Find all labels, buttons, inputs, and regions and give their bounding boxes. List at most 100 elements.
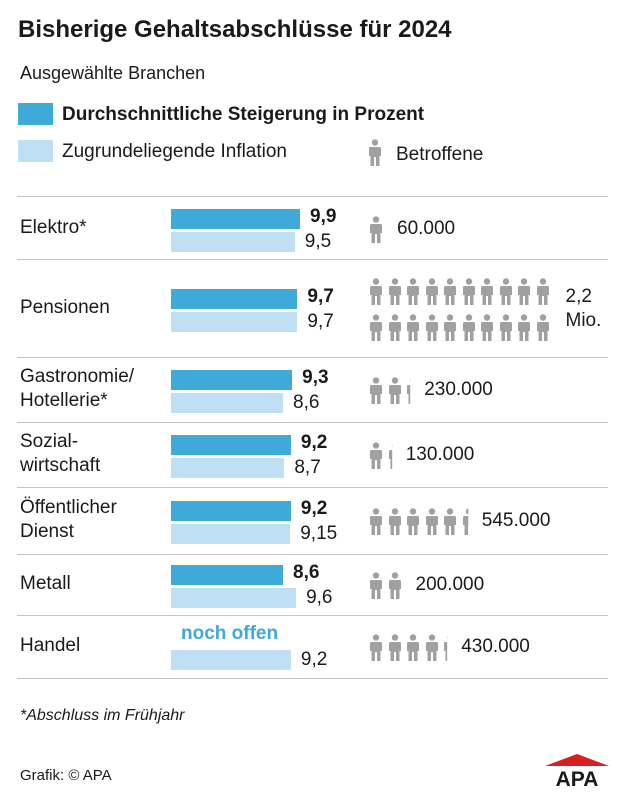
row-divider — [17, 615, 608, 616]
person-icon — [388, 278, 401, 305]
value-label-main: 9,7 — [307, 286, 334, 307]
value-label-main: 8,6 — [293, 562, 320, 583]
bar-inflation — [171, 524, 291, 544]
legend-swatch-inflation — [18, 140, 53, 162]
bar-main — [171, 289, 298, 309]
category-label: Elektro* — [20, 216, 87, 238]
row-divider — [17, 259, 608, 260]
bar-main — [171, 565, 284, 585]
category-label: Metall — [20, 573, 71, 594]
legend-label-persons: Betroffene — [396, 144, 484, 165]
bar-main — [171, 435, 291, 455]
person-icon — [444, 508, 456, 535]
row-divider — [17, 196, 608, 197]
person-icon — [518, 278, 530, 305]
person-icon — [444, 278, 456, 305]
person-icon — [407, 378, 411, 404]
person-icon — [370, 314, 382, 341]
bar-inflation — [171, 458, 285, 478]
person-icon — [407, 278, 419, 305]
person-icon — [425, 634, 438, 661]
person-icon — [388, 634, 401, 661]
person-icon — [462, 314, 475, 341]
bar-inflation — [171, 312, 298, 332]
category-label: Pensionen — [20, 297, 110, 318]
legend-label-inflation: Zugrundeliegende Inflation — [62, 141, 288, 162]
person-icon — [388, 377, 401, 404]
value-label-main: 9,2 — [300, 432, 328, 453]
bar-inflation — [171, 393, 284, 413]
person-icon — [499, 278, 512, 305]
pending-label: noch offen — [181, 623, 279, 644]
chart-title: Bisherige Gehaltsabschlüsse für 2024 — [18, 16, 452, 43]
person-icon — [369, 139, 381, 166]
affected-count: 130.000 — [405, 444, 475, 465]
person-icon — [370, 442, 382, 469]
person-icon — [499, 314, 512, 341]
value-label-inflation: 8,7 — [294, 457, 321, 478]
category-label: Handel — [20, 635, 81, 656]
bar-main — [171, 501, 291, 521]
person-icon — [370, 377, 382, 404]
bar-main — [171, 370, 293, 390]
person-icon — [425, 314, 438, 341]
person-icon — [388, 572, 401, 599]
value-label-main: 9,9 — [310, 205, 337, 227]
row-divider — [17, 678, 608, 679]
credit: Grafik: © APA — [20, 767, 112, 784]
person-icon — [370, 278, 382, 305]
person-icon — [425, 508, 438, 535]
affected-count: 430.000 — [461, 636, 530, 657]
person-icon — [481, 314, 493, 341]
value-label-main: 9,3 — [302, 367, 329, 388]
row-divider — [17, 554, 608, 555]
person-icon — [370, 508, 382, 535]
value-label-inflation: 8,6 — [293, 392, 320, 413]
value-label-inflation: 9,6 — [306, 587, 333, 608]
person-icon — [370, 215, 382, 243]
apa-logo: APA — [545, 754, 609, 788]
person-icon — [536, 314, 549, 341]
affected-count: 60.000 — [397, 217, 456, 239]
value-label-inflation: 9,15 — [300, 523, 338, 544]
person-icon — [388, 314, 401, 341]
person-icon — [388, 508, 401, 535]
bar-inflation — [171, 650, 291, 670]
person-icon — [407, 634, 419, 661]
person-icon — [407, 508, 419, 535]
person-icon — [425, 278, 438, 305]
affected-count: 2,2 Mio. — [565, 286, 602, 331]
affected-count: 200.000 — [415, 574, 485, 595]
person-icon — [518, 314, 530, 341]
bar-main — [171, 208, 300, 229]
person-icon — [444, 314, 456, 341]
category-label: Sozial- wirtschaft — [20, 431, 101, 476]
person-icon — [388, 443, 392, 469]
row-divider — [17, 422, 608, 423]
row-divider — [17, 357, 608, 358]
category-label: Öffentlicher Dienst — [20, 497, 117, 542]
person-icon — [370, 634, 382, 661]
svg-text:APA: APA — [556, 768, 599, 788]
person-icon — [462, 278, 475, 305]
person-icon — [370, 572, 382, 599]
person-icon — [536, 278, 549, 305]
legend-label-main: Durchschnittliche Steigerung in Prozent — [62, 104, 425, 125]
chart-subtitle: Ausgewählte Branchen — [20, 63, 206, 83]
person-icon — [444, 635, 448, 661]
category-label: Gastronomie/ Hotellerie* — [20, 366, 135, 411]
value-label-inflation: 9,7 — [307, 311, 334, 332]
person-icon — [462, 508, 468, 535]
affected-count: 230.000 — [424, 379, 493, 400]
bar-inflation — [171, 231, 295, 252]
legend-swatch-main — [18, 103, 53, 125]
row-divider — [17, 487, 608, 488]
value-label-main: 9,2 — [300, 498, 328, 519]
person-icon — [407, 314, 419, 341]
person-icon — [481, 278, 493, 305]
affected-count: 545.000 — [481, 510, 551, 531]
bar-inflation — [171, 588, 297, 608]
value-label-inflation: 9,2 — [300, 649, 328, 670]
value-label-inflation: 9,5 — [304, 230, 332, 252]
